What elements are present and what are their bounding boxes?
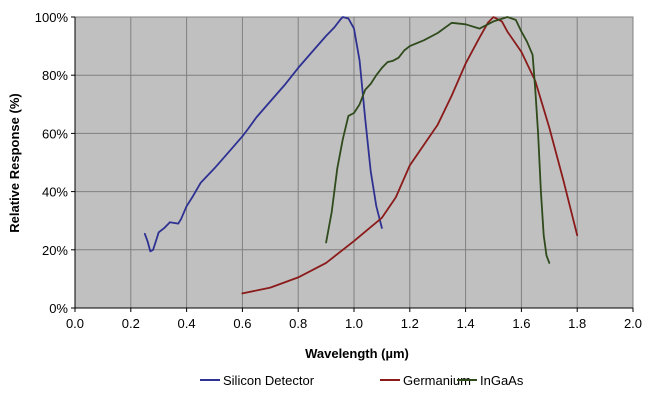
- series-line-ingaas: [325, 16, 551, 264]
- x-tick-label: 0.2: [122, 316, 140, 331]
- x-tick-label: 1.4: [457, 316, 475, 331]
- y-tick-label: 0%: [49, 301, 68, 316]
- x-tick-label: 1.6: [512, 316, 530, 331]
- x-tick-label: 0.6: [233, 316, 251, 331]
- legend-label: InGaAs: [480, 373, 524, 388]
- x-tick-label: 1.8: [568, 316, 586, 331]
- series-line-silicon-detector: [143, 16, 383, 253]
- legend-label: Germanium: [403, 373, 471, 388]
- series-lines: [143, 16, 579, 295]
- x-tick-label: 1.2: [401, 316, 419, 331]
- gridlines: [74, 17, 633, 309]
- y-tick-label: 100%: [35, 10, 69, 25]
- y-tick-label: 60%: [42, 126, 68, 141]
- x-axis-ticks: 0.0 0.2 0.4 0.6 0.8 1.0 1.2 1.4 1.6 1.8 2.0: [66, 308, 642, 331]
- x-tick-label: 2.0: [624, 316, 642, 331]
- x-tick-label: 0.8: [289, 316, 307, 331]
- y-axis-ticks: 0% 20% 40% 60% 80% 100%: [35, 10, 75, 316]
- y-tick-label: 20%: [42, 243, 68, 258]
- legend-label: Silicon Detector: [223, 373, 315, 388]
- y-axis-title: Relative Response (%): [7, 93, 22, 232]
- x-tick-label: 0.4: [178, 316, 196, 331]
- x-axis-title: Wavelength (µm): [305, 346, 409, 361]
- y-tick-label: 40%: [42, 185, 68, 200]
- legend: Silicon Detector Germanium InGaAs: [200, 373, 524, 388]
- y-tick-label: 80%: [42, 68, 68, 83]
- series-line-germanium: [241, 16, 579, 295]
- x-tick-label: 1.0: [345, 316, 363, 331]
- x-tick-label: 0.0: [66, 316, 84, 331]
